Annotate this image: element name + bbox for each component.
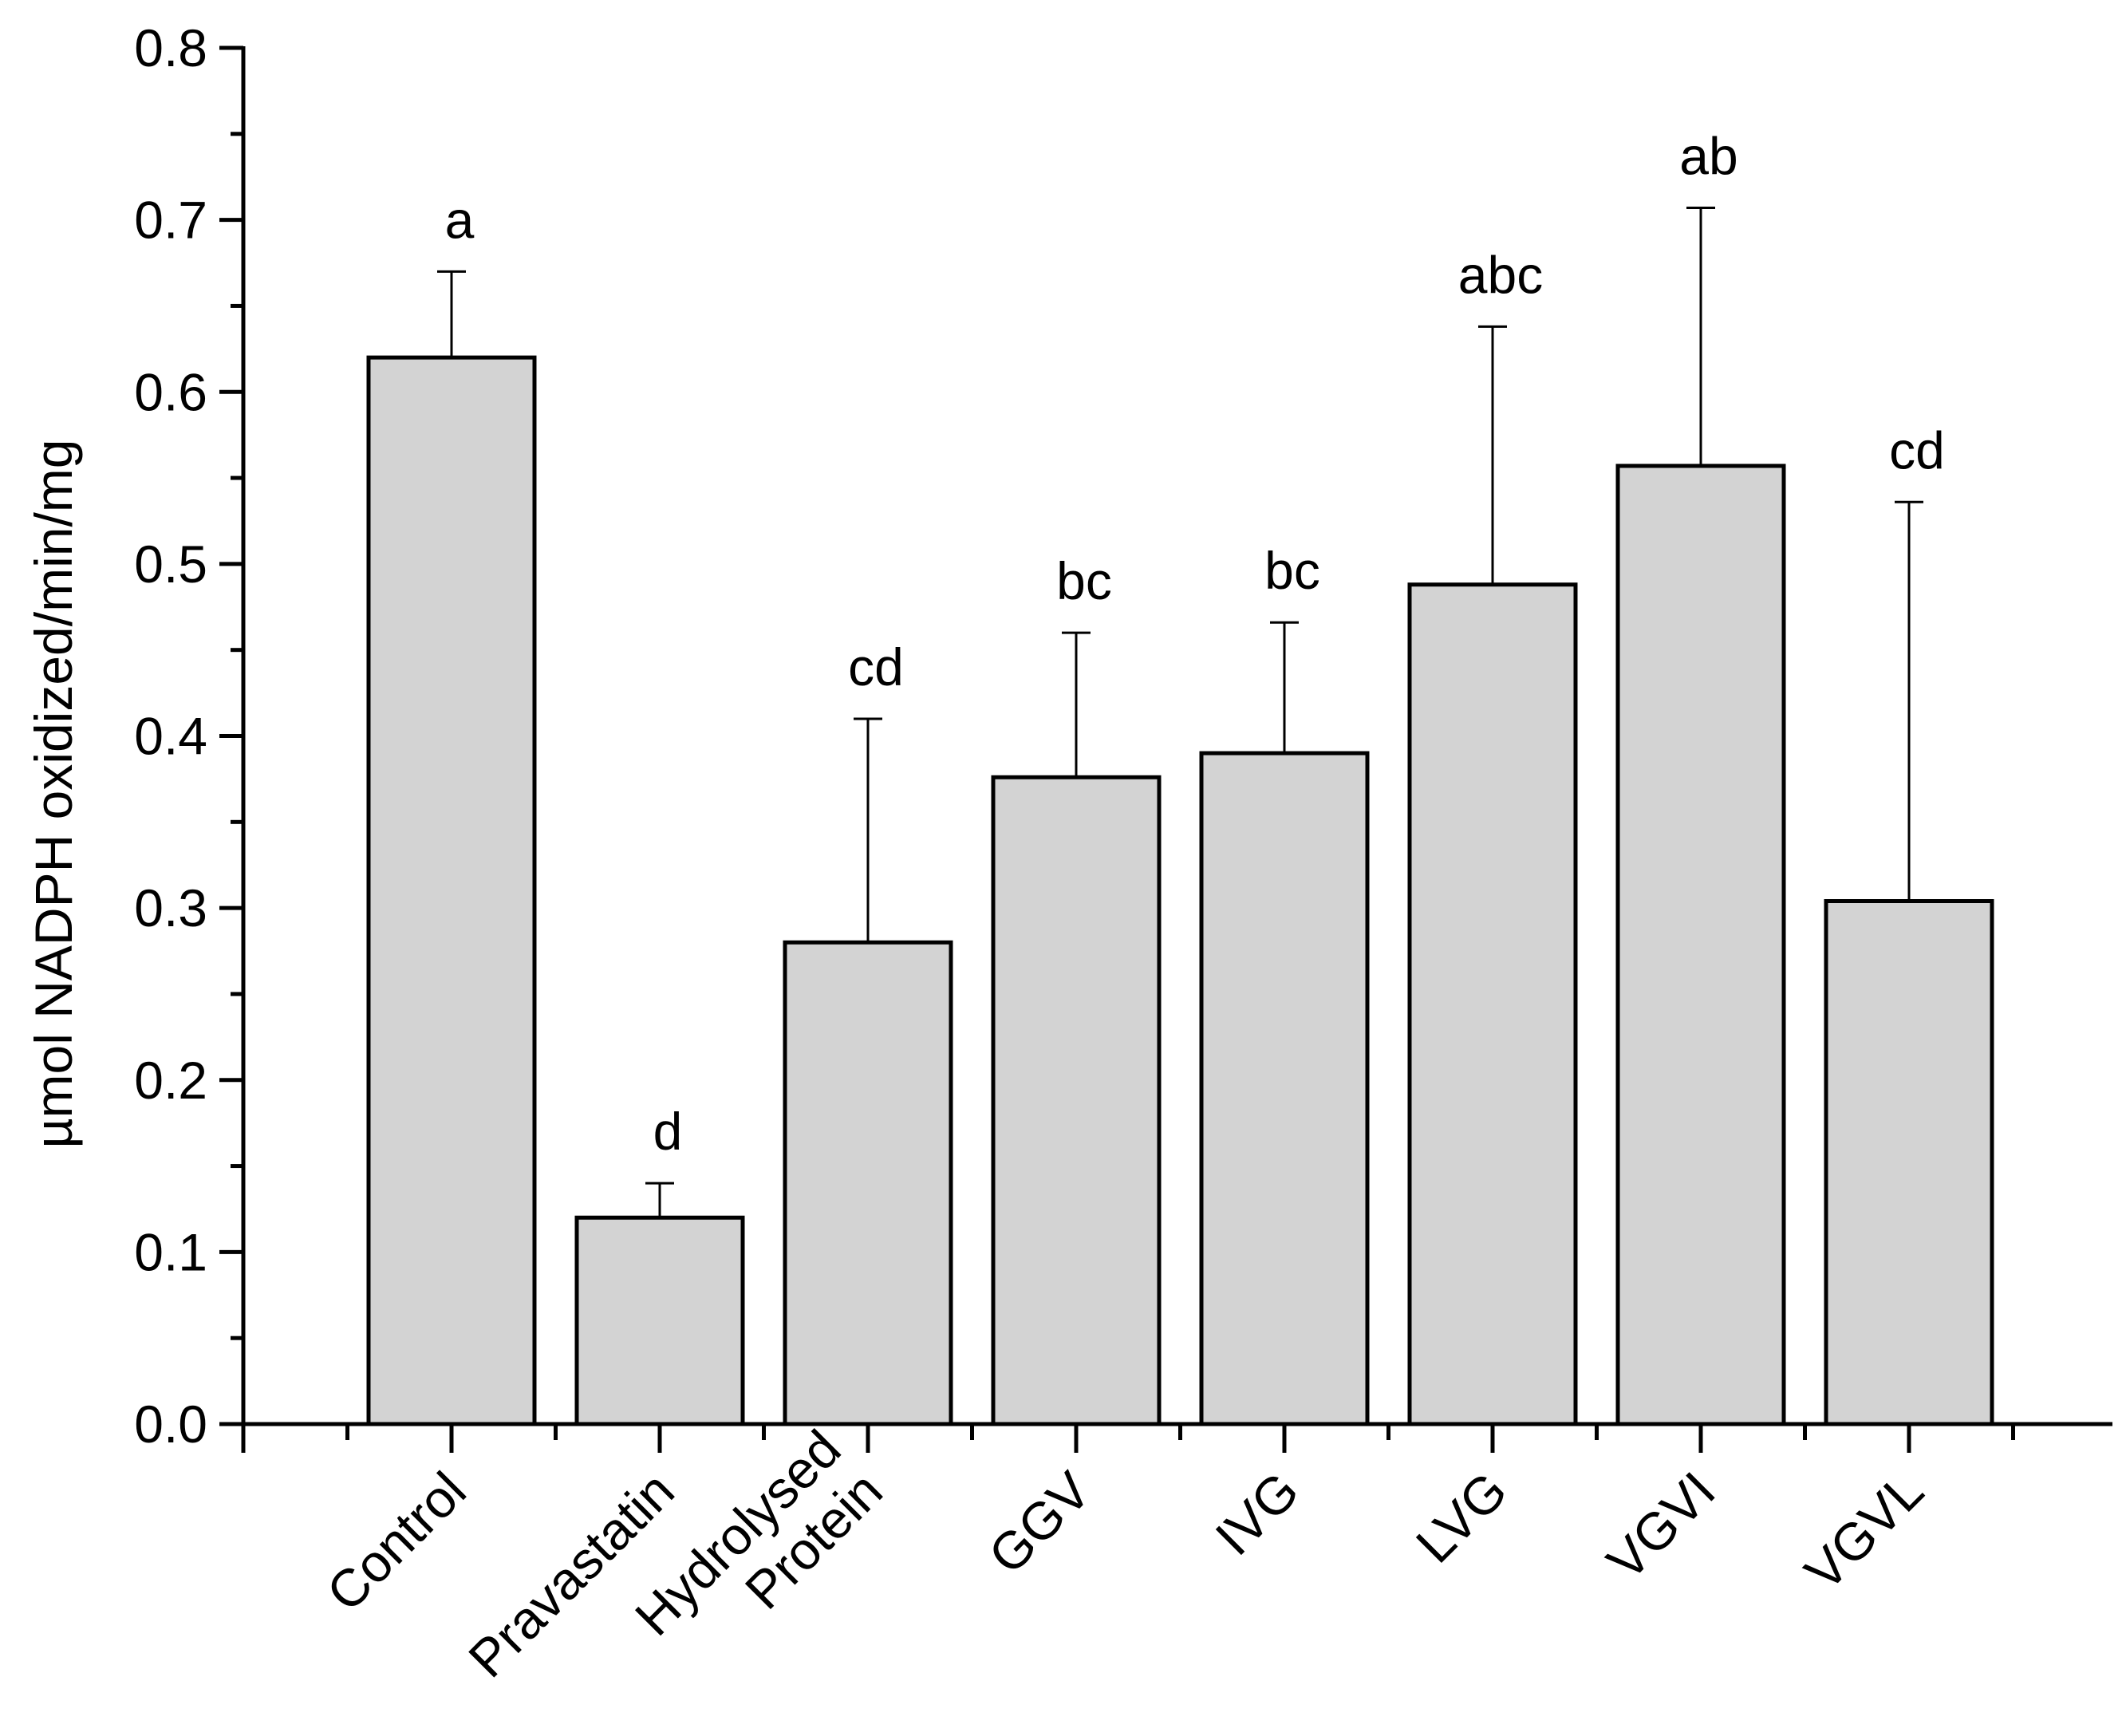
y-axis: 0.0 0.1 0.2 0.3 0.4 0.5 0.6 0.7 0.8 bbox=[134, 18, 246, 1454]
category-label: LVG bbox=[1405, 1461, 1518, 1574]
category-label: VGVI bbox=[1595, 1461, 1726, 1592]
y-tick-label: 0.1 bbox=[134, 1222, 207, 1281]
bar bbox=[366, 355, 537, 1426]
y-tick-label: 0.7 bbox=[134, 191, 207, 250]
category-label-line: IVG bbox=[1204, 1461, 1310, 1567]
category-label-line: Control bbox=[315, 1461, 477, 1623]
significance-label: bc bbox=[1264, 541, 1320, 600]
y-tick-label: 0.8 bbox=[134, 18, 207, 77]
category-label-line: GGV bbox=[977, 1461, 1102, 1585]
significance-label: cd bbox=[848, 637, 904, 696]
category-label-line: VGVI bbox=[1595, 1461, 1726, 1592]
category-label: Pravastatin bbox=[457, 1461, 685, 1689]
bars bbox=[366, 355, 1994, 1426]
category-label: VGVL bbox=[1793, 1461, 1935, 1602]
category-label: GGV bbox=[977, 1461, 1102, 1585]
significance-labels: a d cd bc bc abc ab cd bbox=[445, 127, 1945, 1162]
category-label-line: Pravastatin bbox=[457, 1461, 685, 1689]
x-axis bbox=[241, 1422, 2112, 1453]
y-tick-label: 0.4 bbox=[134, 707, 207, 766]
y-tick-label: 0.3 bbox=[134, 878, 207, 937]
significance-label: a bbox=[445, 190, 475, 249]
y-tick-label: 0.0 bbox=[134, 1395, 207, 1454]
significance-label: cd bbox=[1889, 420, 1945, 479]
bar bbox=[1824, 899, 1994, 1426]
bar bbox=[1407, 582, 1578, 1426]
significance-label: abc bbox=[1458, 245, 1543, 304]
bar bbox=[783, 940, 953, 1426]
category-label-line: LVG bbox=[1405, 1461, 1518, 1574]
significance-label: d bbox=[653, 1102, 683, 1161]
bar bbox=[1199, 751, 1370, 1426]
significance-label: bc bbox=[1056, 551, 1112, 610]
bar bbox=[574, 1215, 745, 1426]
error-bars bbox=[437, 207, 1923, 1218]
y-axis-title: µmol NADPH oxidized/min/mg bbox=[24, 440, 83, 1149]
y-tick-label: 0.2 bbox=[134, 1051, 207, 1110]
bar bbox=[1615, 464, 1786, 1426]
category-label: Control bbox=[315, 1461, 477, 1623]
y-tick-label: 0.5 bbox=[134, 535, 207, 594]
category-label: IVG bbox=[1204, 1461, 1310, 1567]
significance-label: ab bbox=[1679, 127, 1737, 186]
y-tick-label: 0.6 bbox=[134, 362, 207, 421]
bar bbox=[991, 775, 1162, 1426]
category-label-line: VGVL bbox=[1793, 1461, 1935, 1602]
